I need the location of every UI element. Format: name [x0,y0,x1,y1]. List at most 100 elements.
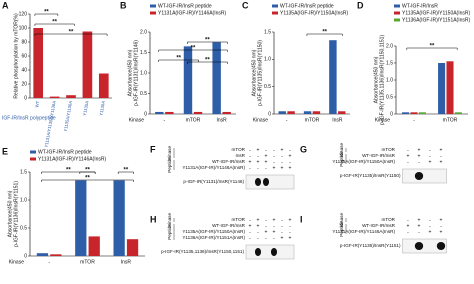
panel-letter: H [150,214,157,224]
legend-swatch [30,150,36,154]
y-axis-label: Absorbance(450 nm) [373,56,379,103]
significance-bracket [187,61,228,64]
sign: - [289,223,291,229]
legend-swatch [150,11,156,15]
y-tick-label: 80 [21,39,27,45]
bar [33,28,44,98]
panel-letter: I [300,214,303,224]
significance-bracket [34,13,59,16]
x-tick-label: mTOR [80,259,95,265]
x-axis-label: Kinase [375,117,391,123]
sign: - [257,229,259,235]
sign: - [281,223,283,229]
sign: - [265,235,267,241]
group-label: Peptide [167,224,172,240]
bar [212,42,221,114]
sign: + [281,235,284,241]
sign: - [249,235,251,241]
y-tick-label: 0 [268,111,271,117]
sign: - [265,165,267,171]
bar [222,111,231,114]
sign: + [429,159,432,165]
significance-bracket [306,33,343,36]
significance-label: ** [205,58,210,64]
bar [312,111,321,114]
row-label: Y1135A(IGF-IR)/Y1150A(InsR) [182,229,245,234]
sign: - [281,159,283,165]
sign: + [257,217,260,223]
bar [66,95,76,98]
x-tick-label: WT [34,100,40,108]
x-tick-label: Y1136A [98,100,106,116]
panel-letter: B [120,0,127,10]
bar [446,61,454,114]
sign: - [429,217,431,223]
significance-bracket [34,23,75,26]
x-tick-label: mTOR [443,117,458,123]
sign: - [429,223,431,229]
y-axis-label: p-IGF-IR(Y1136)/InsR(Y1151) [13,181,19,247]
sign: - [273,153,275,159]
significance-bracket [117,171,134,174]
significance-bracket [41,179,134,182]
sign: - [249,217,251,223]
sign: - [273,159,275,165]
significance-label: ** [85,168,90,174]
row-label: mTOR [232,217,246,222]
x-tick-label: - [413,117,415,123]
group-label: Kinase [339,213,344,227]
bar [338,111,346,114]
y-axis-label: p-IGF-IR(Y1131)/InsR(Y1146) [133,40,139,106]
bar [418,112,426,114]
sign: + [257,223,260,229]
group-label: Kinase [167,213,172,227]
blot-label: p-IGF-IR(Y1136)/InsR(Y1151) [340,243,401,248]
bar [82,31,93,98]
bar [113,180,125,256]
y-axis-label: p-IGF-IR(Y1135,1136)/InsR(Y1150,1151) [379,35,385,126]
x-tick-label: InsR [217,117,228,123]
sign: - [407,229,409,235]
sign: + [273,165,276,171]
y-tick-label: 0 [144,111,147,117]
bar [278,111,286,114]
row-label: WT-IGF-IR/InsR [362,223,396,228]
sign: - [257,153,259,159]
sign: + [418,223,421,229]
row-label: mTOR [382,147,396,152]
y-tick-label: 0 [24,95,27,101]
sign: - [440,153,442,159]
row-label: mTOR [382,217,396,222]
y-tick-label: 1.5 [20,169,27,175]
panel-letter: C [242,0,249,10]
legend-swatch [394,18,400,22]
x-tick-label: Y1135A/Y1136A [63,100,73,132]
sign: - [281,217,283,223]
x-tick-label: - [48,259,50,265]
sign: + [265,159,268,165]
significance-label: ** [191,46,196,52]
bar [50,254,62,256]
row-label: Y1135A(IGF-IR)/Y1150A(InsR) [332,159,395,164]
sign: + [273,217,276,223]
sign: + [429,229,432,235]
panel-letter: E [2,146,8,156]
blot-spot [436,242,446,250]
x-tick-label: InsR [332,117,343,123]
significance-bracket [79,171,96,174]
y-tick-label: 0.5 [264,84,271,90]
sign: - [265,147,267,153]
legend-label: WT-IGF-IR/InsR [402,3,438,9]
bar [402,112,410,114]
bar [98,73,109,98]
y-tick-label: 1.0 [264,57,271,63]
group-label: Kinase [339,143,344,157]
row-label: Y1136A(IGF-IR)/Y1151A(InsR) [182,235,245,240]
bar [303,111,312,114]
legend-label: Y1131A(IGF-IR)/Y1146A(InsR) [158,10,227,16]
y-tick-label: 1.5 [264,29,271,35]
y-tick-label: 0.5 [140,91,147,97]
x-tick-label: InsR [121,259,132,265]
y-axis-label: Absorbance(450 nm) [7,190,13,237]
